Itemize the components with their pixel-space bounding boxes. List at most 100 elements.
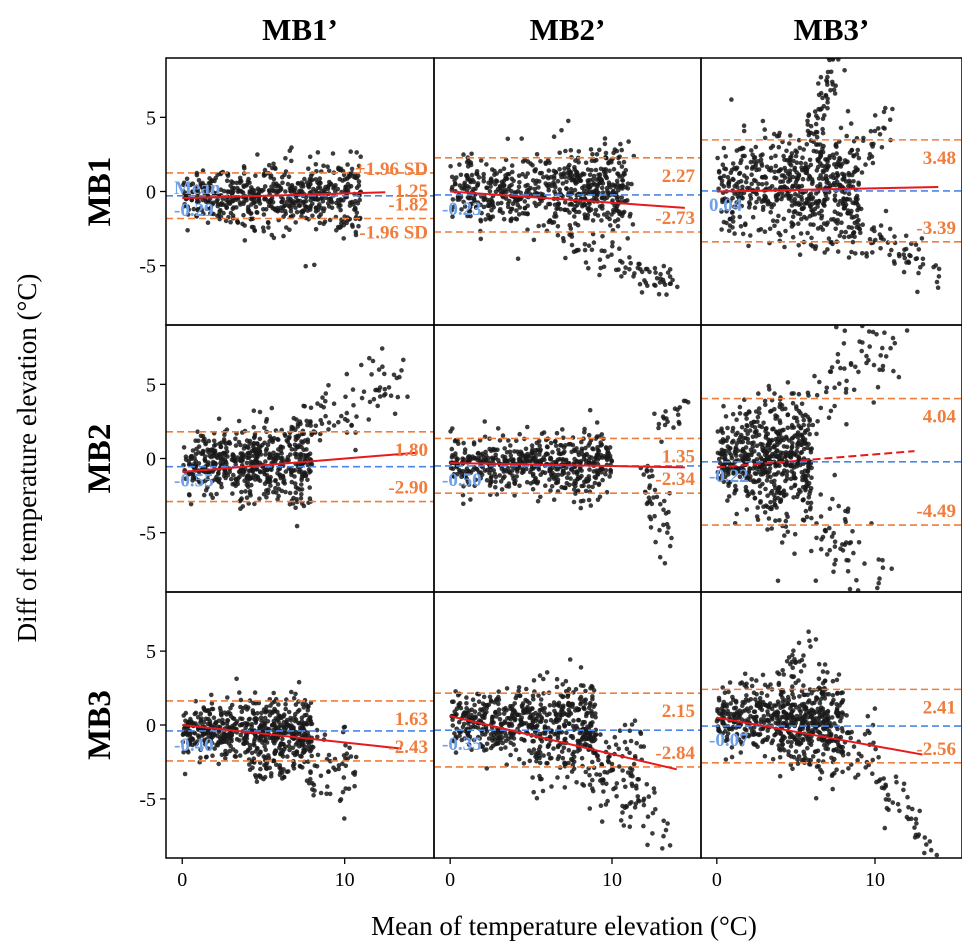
data-point [799, 401, 805, 407]
data-point [848, 121, 854, 126]
data-point [220, 717, 225, 723]
data-point [189, 456, 195, 462]
data-point [553, 438, 558, 444]
data-point [844, 133, 849, 139]
data-point [317, 438, 323, 443]
data-point [803, 440, 809, 446]
data-point [812, 373, 817, 379]
data-point [247, 767, 253, 772]
data-point [779, 173, 785, 178]
data-point [578, 505, 584, 511]
data-point [325, 201, 331, 206]
data-point [286, 739, 292, 745]
data-point [285, 181, 291, 187]
data-point [221, 210, 226, 216]
data-point [305, 452, 311, 458]
data-point [598, 466, 603, 472]
data-point [501, 166, 507, 171]
data-point [878, 223, 884, 228]
data-point [831, 217, 836, 222]
data-point [473, 477, 479, 483]
data-point [808, 162, 814, 168]
data-point [294, 452, 300, 457]
regression-line [716, 186, 939, 193]
data-point [302, 744, 308, 750]
data-point [601, 264, 607, 270]
data-point [738, 439, 744, 445]
data-point [287, 747, 292, 753]
data-point [301, 503, 307, 509]
data-point [798, 160, 804, 166]
data-point [509, 456, 514, 462]
data-point [619, 147, 624, 153]
data-point [469, 172, 475, 178]
data-point [273, 748, 278, 753]
data-point [735, 430, 740, 436]
data-point [507, 449, 513, 455]
data-point [291, 731, 297, 737]
data-point [294, 209, 300, 215]
data-point [318, 418, 324, 423]
data-point [590, 152, 595, 157]
data-point [264, 495, 269, 500]
data-point [818, 90, 824, 96]
data-point [535, 498, 541, 504]
data-point [656, 425, 661, 431]
data-point [293, 484, 299, 490]
data-point [876, 580, 881, 586]
data-point [308, 405, 314, 411]
data-point [785, 529, 791, 535]
data-point [305, 439, 311, 445]
data-point [611, 150, 616, 156]
data-point [748, 474, 753, 479]
data-point [476, 455, 481, 461]
data-point [343, 763, 349, 769]
data-point [583, 260, 589, 265]
data-point [809, 548, 814, 554]
data-point [787, 438, 792, 443]
data-point [846, 183, 851, 189]
data-point [471, 737, 477, 743]
data-point [756, 469, 762, 475]
data-point [253, 450, 259, 456]
data-point [211, 443, 217, 449]
data-point [216, 416, 222, 422]
data-point [304, 418, 310, 424]
y-tick-label: -5 [139, 523, 156, 545]
data-point [799, 206, 805, 212]
data-point [600, 206, 605, 211]
data-point [841, 196, 846, 202]
data-point [543, 483, 548, 489]
data-point [220, 451, 225, 457]
data-point [721, 184, 727, 189]
data-point [768, 499, 773, 505]
data-point [743, 427, 748, 433]
data-point [825, 100, 830, 105]
data-point [373, 387, 378, 393]
data-point [798, 231, 804, 236]
data-point [558, 206, 563, 212]
data-point [560, 457, 565, 463]
data-point [817, 379, 822, 385]
data-point [196, 178, 202, 183]
data-point [286, 174, 292, 179]
data-point [897, 253, 902, 259]
data-point [809, 515, 814, 521]
data-point [599, 470, 604, 475]
data-point [449, 446, 455, 452]
data-point [887, 252, 892, 258]
data-point [764, 164, 770, 170]
data-point [818, 173, 823, 178]
data-point [815, 226, 821, 231]
data-point [376, 367, 382, 372]
data-point [493, 479, 498, 485]
data-point [261, 229, 267, 234]
data-point [267, 188, 272, 194]
data-point [280, 736, 285, 742]
data-point [572, 456, 577, 462]
data-point [854, 200, 860, 206]
data-point [734, 441, 740, 446]
data-point [603, 445, 609, 450]
y-tick-label: 0 [146, 182, 156, 204]
data-point [576, 717, 581, 723]
